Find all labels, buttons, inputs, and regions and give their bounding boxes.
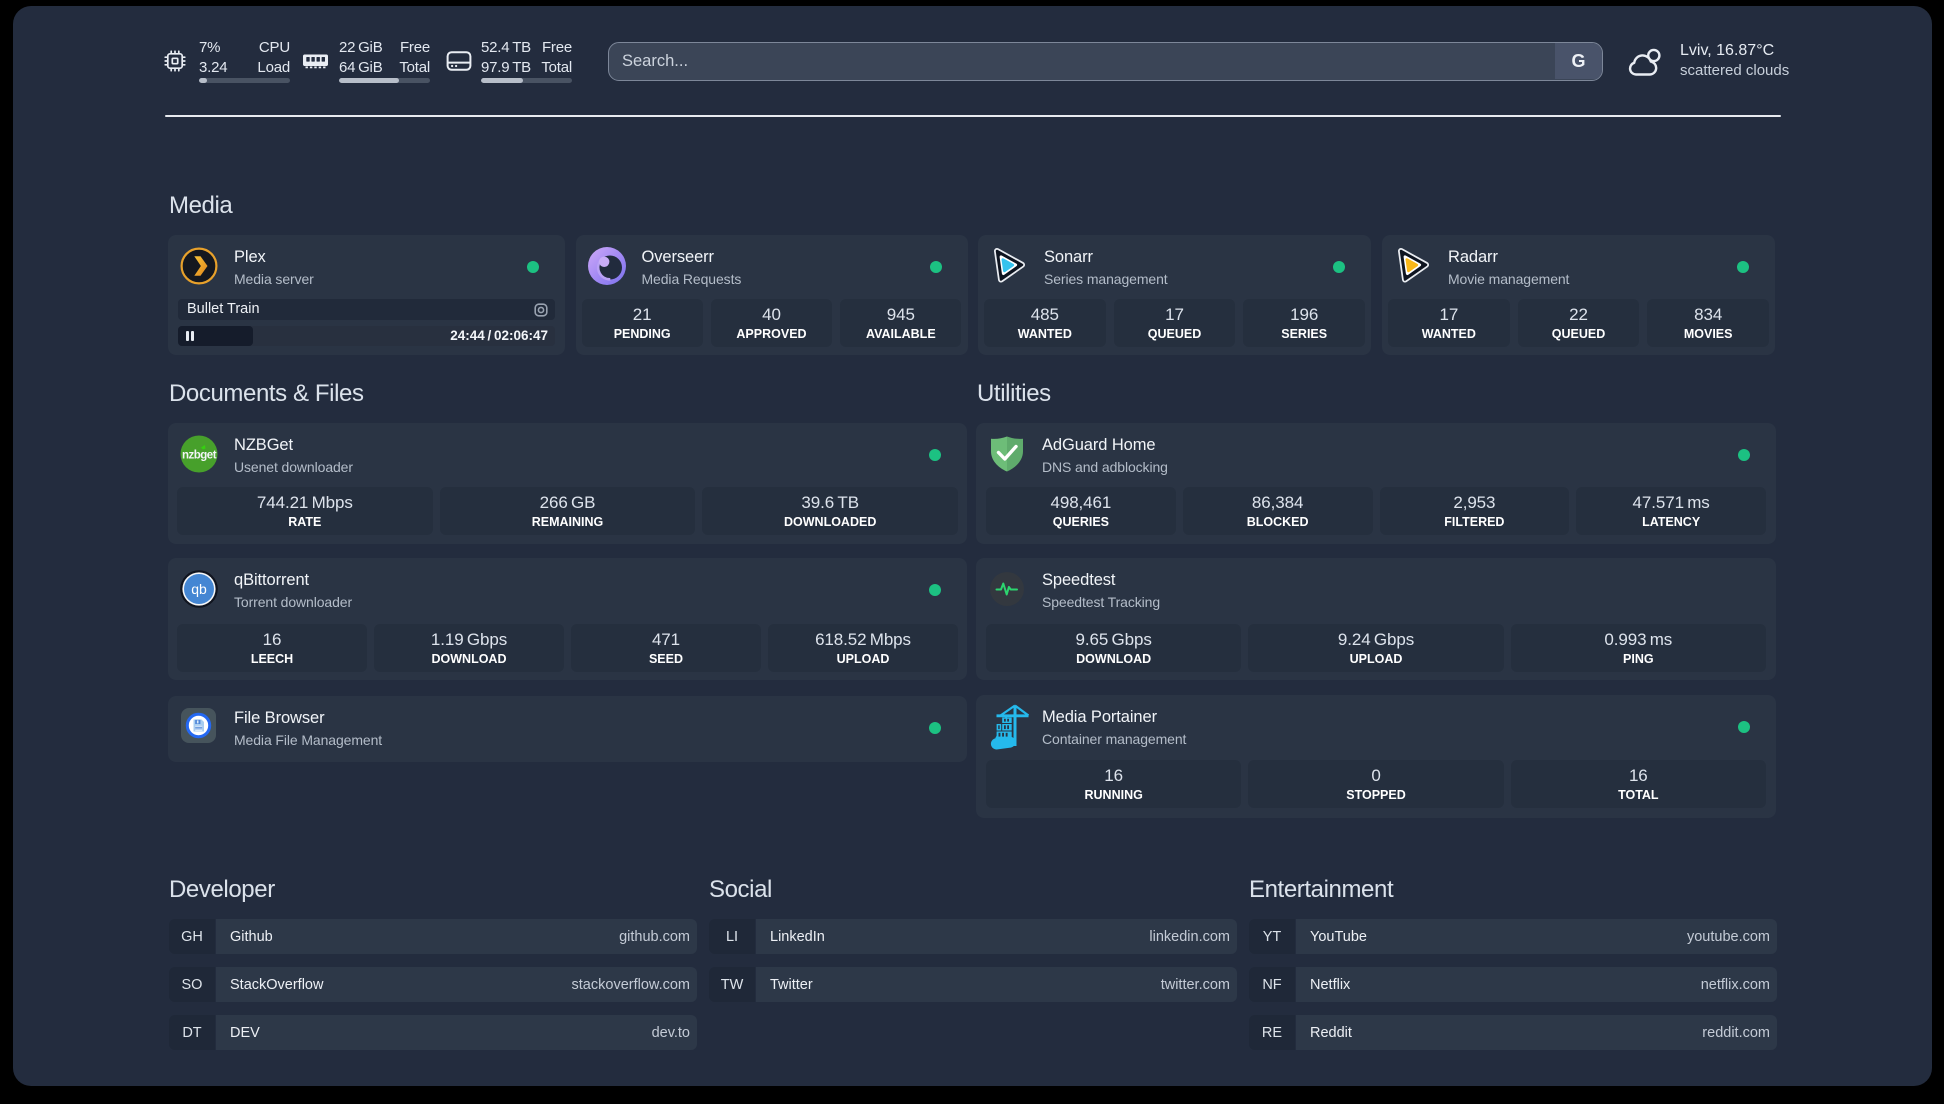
svg-text:qb: qb <box>191 581 207 597</box>
svg-text:nzbget: nzbget <box>182 450 217 462</box>
